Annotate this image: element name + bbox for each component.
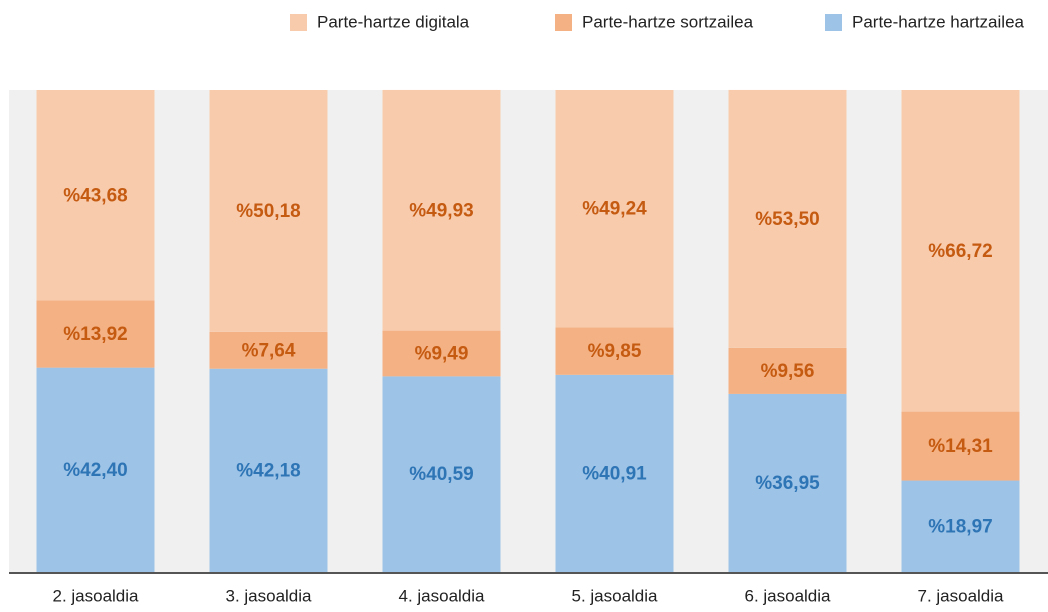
bar-segment <box>901 411 1020 481</box>
data-label: %49,93 <box>409 200 473 221</box>
data-label: %9,49 <box>415 344 469 365</box>
bar-segment <box>36 300 155 368</box>
data-label: %50,18 <box>236 201 300 222</box>
bar-segment <box>555 374 674 572</box>
data-label: %7,64 <box>242 340 296 361</box>
data-label: %42,40 <box>63 460 127 481</box>
bar-segment <box>382 89 501 331</box>
x-tick-label: 4. jasoaldia <box>398 586 485 605</box>
data-label: %49,24 <box>582 199 647 220</box>
bar-segment <box>36 367 155 572</box>
x-tick-label: 3. jasoaldia <box>225 586 312 605</box>
data-label: %9,85 <box>588 341 642 362</box>
legend-swatch <box>555 14 572 31</box>
data-label: %40,91 <box>582 463 647 484</box>
data-label: %66,72 <box>928 241 992 262</box>
bar-segment <box>555 327 674 375</box>
data-label: %53,50 <box>755 209 819 230</box>
bar-segment <box>728 89 847 348</box>
x-tick-label: 5. jasoaldia <box>571 586 658 605</box>
bar-segment <box>555 90 674 328</box>
bar-segment <box>209 331 328 369</box>
legend-label: Parte-hartze sortzailea <box>582 12 754 31</box>
plot-background <box>9 90 1048 572</box>
bar-segment <box>382 376 501 572</box>
x-tick-label: 2. jasoaldia <box>52 586 139 605</box>
data-label: %14,31 <box>928 436 993 457</box>
bar-segment <box>901 90 1020 412</box>
data-label: %9,56 <box>761 361 815 382</box>
bar-segment <box>36 90 155 301</box>
bar-segment <box>209 368 328 572</box>
bar-segment <box>382 330 501 377</box>
data-label: %13,92 <box>63 324 127 345</box>
legend-label: Parte-hartze digitala <box>317 12 470 31</box>
data-label: %40,59 <box>409 464 473 485</box>
bar-segment <box>728 347 847 394</box>
legend-swatch <box>290 14 307 31</box>
legend-label: Parte-hartze hartzailea <box>852 12 1025 31</box>
legend-swatch <box>825 14 842 31</box>
data-label: %42,18 <box>236 460 300 481</box>
x-tick-label: 7. jasoaldia <box>917 586 1004 605</box>
bar-segment <box>209 90 328 332</box>
data-label: %18,97 <box>928 516 992 537</box>
data-label: %36,95 <box>755 473 820 494</box>
data-label: %43,68 <box>63 185 127 206</box>
bar-segment <box>901 480 1020 572</box>
x-tick-label: 6. jasoaldia <box>744 586 831 605</box>
bar-segment <box>728 393 847 572</box>
